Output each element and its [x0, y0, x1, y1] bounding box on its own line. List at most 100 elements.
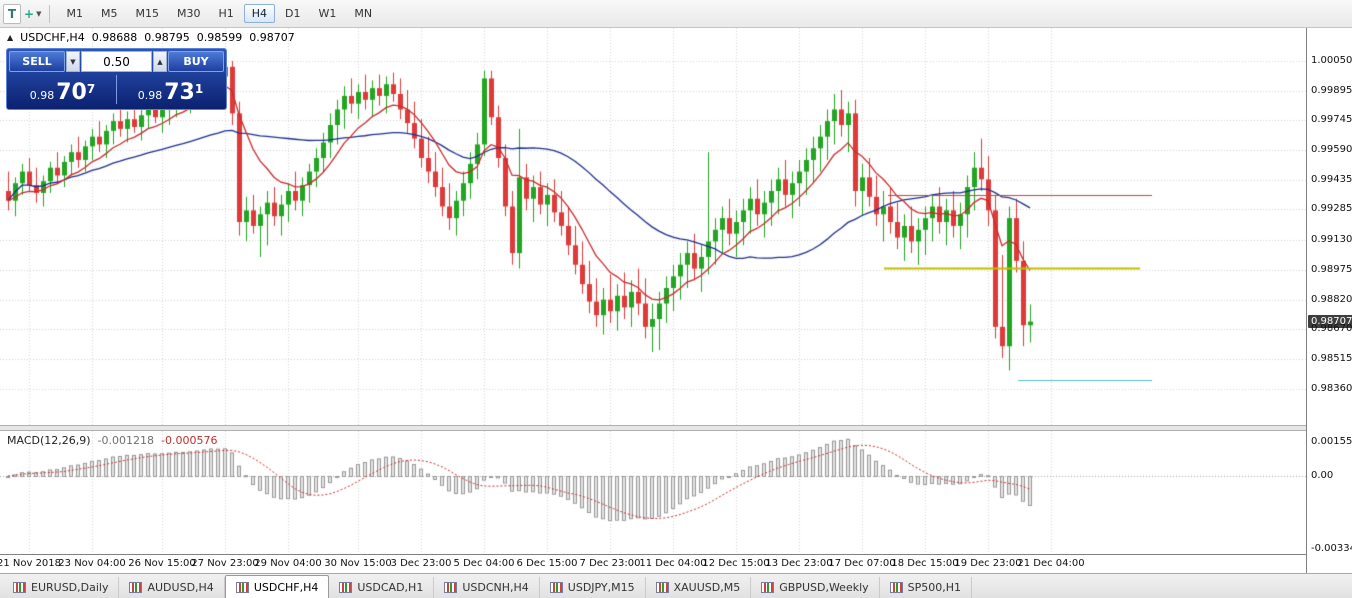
- chart-tab-usdcad-h1[interactable]: USDCAD,H1: [329, 577, 435, 598]
- chart-tab-sp500-h1[interactable]: SP500,H1: [880, 577, 973, 598]
- price-axis-label: 0.98820: [1311, 293, 1352, 305]
- time-axis-label: 11 Dec 04:00: [639, 558, 707, 569]
- chart-template-icon[interactable]: T: [3, 3, 21, 24]
- sell-price[interactable]: 0.98 70 7: [9, 72, 116, 107]
- chart-ohlc-header: ▲ USDCHF,H4 0.98688 0.98795 0.98599 0.98…: [7, 31, 295, 44]
- panel-splitter[interactable]: [0, 425, 1352, 431]
- candlestick-chart-icon: [13, 582, 26, 593]
- sell-button[interactable]: SELL: [9, 51, 65, 72]
- time-axis-label: 6 Dec 15:00: [516, 558, 578, 569]
- chart-tab-usdcnh-h4[interactable]: USDCNH,H4: [434, 577, 540, 598]
- time-axis-label: 27 Nov 23:00: [191, 558, 259, 569]
- time-axis-label: 29 Nov 04:00: [254, 558, 322, 569]
- chevron-down-icon: ▼: [36, 9, 42, 18]
- toolbar-separator: [49, 4, 51, 23]
- price-axis-label: 0.98360: [1311, 382, 1352, 394]
- time-axis-label: 17 Dec 07:00: [828, 558, 896, 569]
- price-axis-label: 0.99435: [1311, 174, 1352, 186]
- time-axis-label: 5 Dec 04:00: [453, 558, 515, 569]
- chart-tab-label: USDJPY,M15: [567, 581, 635, 594]
- ohlc-high: 0.98795: [144, 31, 190, 44]
- macd-main-value: -0.001218: [97, 434, 155, 447]
- time-axis-label: 21 Nov 2018: [0, 558, 62, 569]
- buy-price[interactable]: 0.98 73 1: [117, 72, 224, 107]
- chart-tab-gbpusd-weekly[interactable]: GBPUSD,Weekly: [751, 577, 880, 598]
- price-axis[interactable]: 0.98707 1.00050 0.99895 0.99745 0.99590 0.99…: [1306, 28, 1352, 573]
- chart-tab-eurusd-daily[interactable]: EURUSD,Daily: [3, 577, 120, 598]
- timeframe-d1[interactable]: D1: [285, 7, 301, 20]
- macd-axis-label: 0.00: [1311, 470, 1334, 481]
- price-axis-label: 0.98515: [1311, 352, 1352, 364]
- candlestick-chart-icon: [549, 582, 563, 593]
- lot-spin-up-icon[interactable]: ▲: [153, 51, 167, 72]
- time-axis-label: 26 Nov 15:00: [128, 558, 196, 569]
- chart-tab-label: USDCHF,H4: [253, 580, 319, 594]
- candlestick-chart-icon: [129, 582, 143, 593]
- price-axis-label: 1.00050: [1311, 54, 1352, 66]
- one-click-collapse-icon[interactable]: ▲: [7, 33, 14, 42]
- candlestick-chart-icon: [889, 582, 903, 593]
- time-axis-label: 30 Nov 15:00: [324, 558, 392, 569]
- lot-size-input[interactable]: 0.50: [81, 51, 152, 72]
- macd-indicator-canvas[interactable]: [0, 431, 1306, 554]
- ohlc-close: 0.98707: [249, 31, 295, 44]
- timeframe-h4[interactable]: H4: [243, 4, 276, 23]
- chart-tab-audusd-h4[interactable]: AUDUSD,H4: [119, 577, 225, 598]
- sell-price-prefix: 0.98: [29, 88, 55, 102]
- toolbar-tool-icons: T + ▼: [3, 3, 42, 24]
- buy-price-big-digits: 73: [164, 80, 195, 105]
- chart-tab-label: XAUUSD,M5: [673, 581, 741, 594]
- candlestick-chart-icon: [235, 581, 249, 593]
- ohlc-low: 0.98599: [196, 31, 243, 44]
- timeframe-m15[interactable]: M15: [135, 7, 159, 20]
- candlestick-chart-icon: [339, 582, 353, 593]
- candlestick-chart-icon: [655, 582, 669, 593]
- macd-signal-value: -0.000576: [161, 434, 218, 447]
- timeframe-w1[interactable]: W1: [318, 7, 337, 20]
- macd-axis-label: 0.001559: [1311, 436, 1352, 447]
- time-axis-label: 23 Nov 04:00: [58, 558, 126, 569]
- time-axis-label: 21 Dec 04:00: [1017, 558, 1085, 569]
- candlestick-chart-icon: [444, 582, 458, 593]
- candlestick-chart-icon: [761, 582, 775, 593]
- macd-axis-label: -0.003345: [1311, 542, 1352, 554]
- buy-price-prefix: 0.98: [137, 88, 163, 102]
- macd-caption: MACD(12,26,9) -0.001218 -0.000576: [7, 434, 217, 447]
- chart-tabs: EURUSD,Daily AUDUSD,H4 USDCHF,H4 USDCAD,H1 U…: [3, 575, 973, 598]
- chart-symbol-timeframe: USDCHF,H4: [20, 31, 85, 44]
- buy-price-pip-digit: 1: [194, 82, 204, 96]
- toolbar: T + ▼ M1 M5 M15 M30 H1 H4 D1 W1 MN: [0, 0, 1352, 28]
- chart-tab-usdjpy-m15[interactable]: USDJPY,M15: [540, 577, 646, 598]
- timeframe-mn[interactable]: MN: [354, 7, 373, 20]
- buy-button[interactable]: BUY: [168, 51, 224, 72]
- price-axis-label: 0.99130: [1311, 233, 1352, 245]
- chart-tab-label: USDCNH,H4: [462, 581, 529, 594]
- crosshair-tool-icon[interactable]: + ▼: [24, 6, 42, 21]
- chart-tab-bar: EURUSD,Daily AUDUSD,H4 USDCHF,H4 USDCAD,H1 U…: [0, 573, 1352, 598]
- price-axis-label: 0.99285: [1311, 203, 1352, 215]
- time-axis-label: 7 Dec 23:00: [579, 558, 641, 569]
- timeframe-h1[interactable]: H1: [218, 7, 234, 20]
- chart-tab-label: SP500,H1: [907, 581, 962, 594]
- chart-tab-label: EURUSD,Daily: [31, 581, 109, 594]
- timeframe-m1[interactable]: M1: [66, 7, 83, 20]
- timeframe-m30[interactable]: M30: [176, 7, 201, 20]
- price-divider: [116, 75, 117, 104]
- chart-tab-usdchf-h4[interactable]: USDCHF,H4: [224, 575, 330, 598]
- timeframe-m5[interactable]: M5: [100, 7, 118, 20]
- chart-tab-xauusd-m5[interactable]: XAUUSD,M5: [646, 577, 752, 598]
- lot-spin-down-icon[interactable]: ▼: [66, 51, 80, 72]
- price-axis-label: 0.99745: [1311, 114, 1352, 126]
- time-axis-label: 13 Dec 23:00: [765, 558, 833, 569]
- current-price-badge: 0.98707: [1308, 314, 1352, 328]
- one-click-trading-panel: SELL ▼ 0.50 ▲ BUY 0.98 70 7 0.98 73 1: [6, 48, 227, 110]
- sell-price-pip-digit: 7: [86, 82, 96, 96]
- time-axis[interactable]: 21 Nov 2018 23 Nov 04:00 26 Nov 15:00 27 No…: [0, 554, 1306, 573]
- ohlc-open: 0.98688: [91, 31, 138, 44]
- chart-tab-label: GBPUSD,Weekly: [779, 581, 869, 594]
- chart-tab-label: AUDUSD,H4: [147, 581, 214, 594]
- price-axis-label: 0.98975: [1311, 263, 1352, 275]
- price-axis-label: 0.99895: [1311, 85, 1352, 97]
- chart-tab-label: USDCAD,H1: [357, 581, 424, 594]
